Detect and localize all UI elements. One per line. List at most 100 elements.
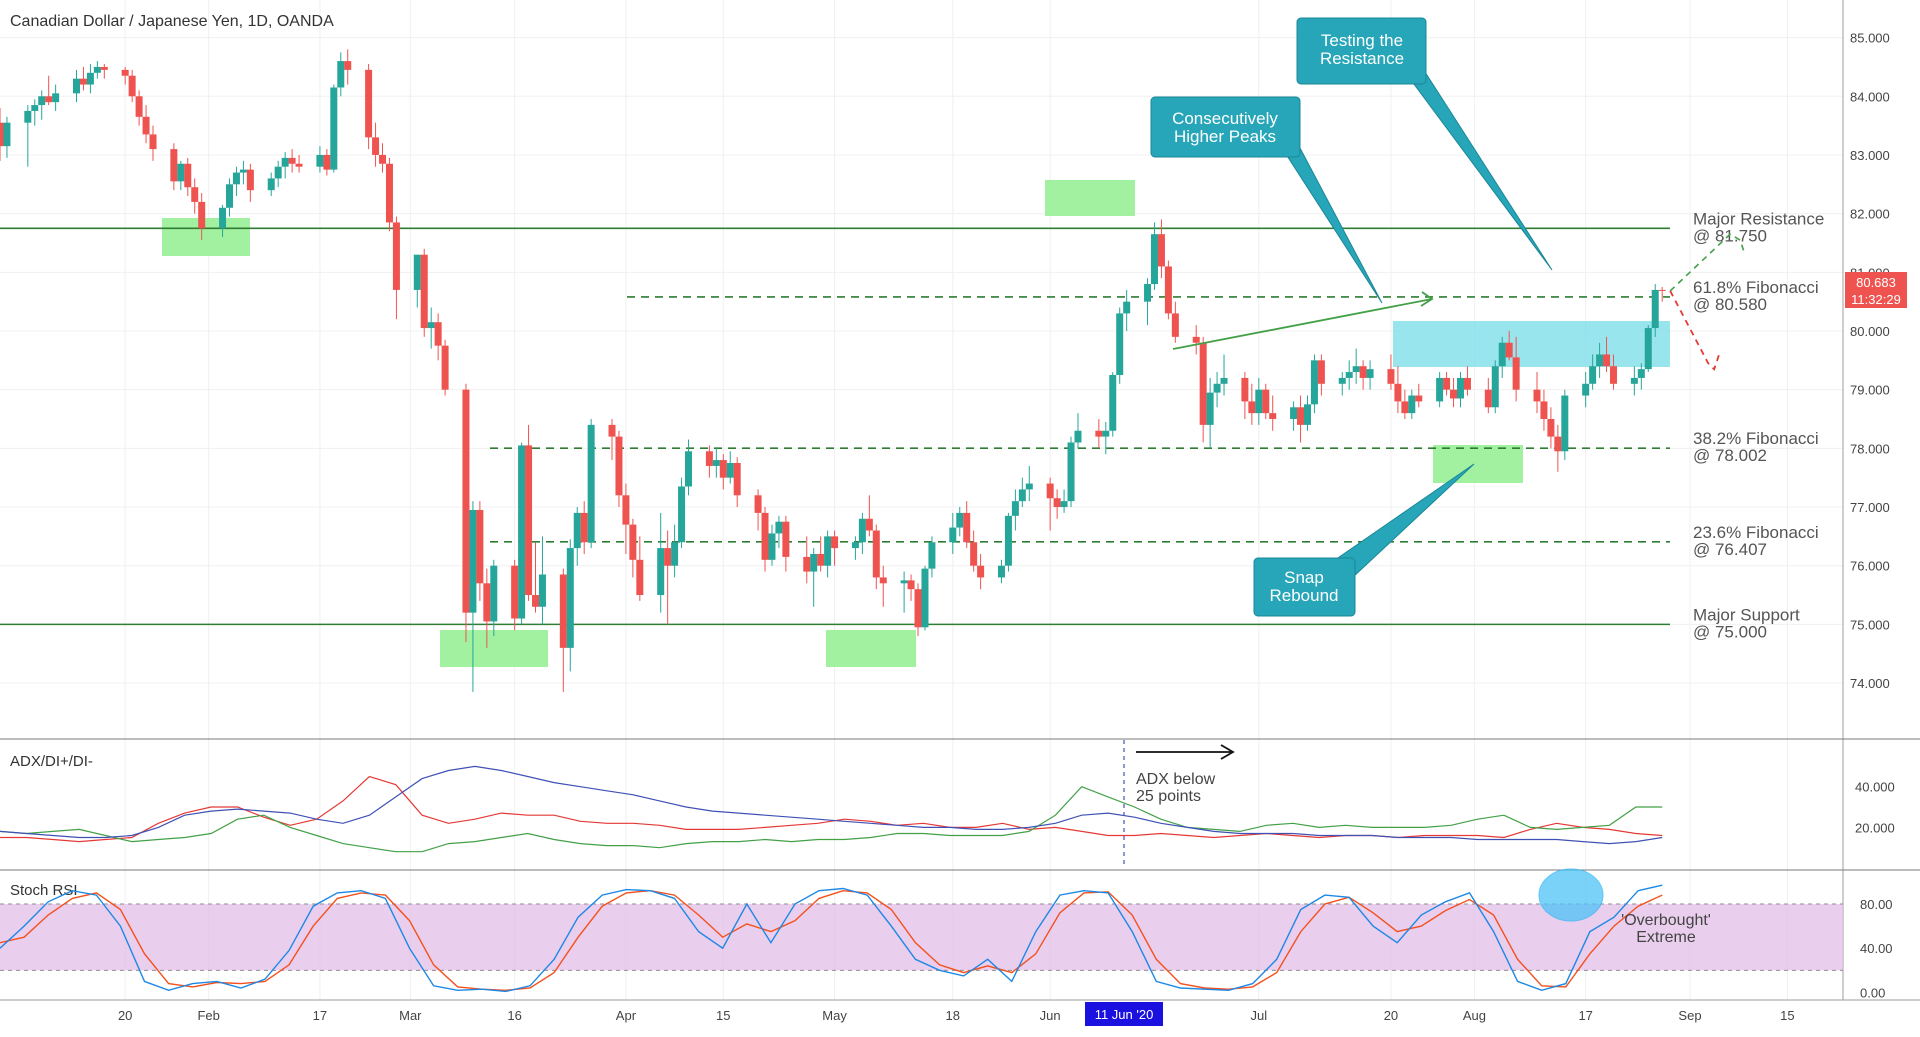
time-tick-label: Jul bbox=[1250, 1008, 1267, 1023]
candle-body bbox=[232, 172, 240, 185]
callout-snap-box bbox=[1253, 557, 1356, 617]
time-tick-label: Jun bbox=[1040, 1008, 1061, 1023]
candle-body bbox=[1366, 369, 1374, 378]
candle-body bbox=[274, 166, 282, 179]
candle-body bbox=[149, 134, 157, 150]
candle-body bbox=[1095, 430, 1103, 437]
candle-body bbox=[490, 565, 498, 622]
candle-body bbox=[768, 533, 776, 560]
candle-body bbox=[831, 536, 839, 549]
candle-body bbox=[761, 512, 769, 560]
candle-body bbox=[476, 509, 484, 584]
candle-body bbox=[1018, 489, 1026, 502]
candle-body bbox=[1498, 342, 1506, 367]
adx-axis: 40.000 20.000 bbox=[1855, 780, 1895, 836]
candle-body bbox=[337, 61, 345, 88]
candle-body bbox=[1317, 360, 1325, 384]
stoch-tick-label: 40.00 bbox=[1860, 941, 1893, 956]
time-tick-label: 20 bbox=[1384, 1008, 1398, 1023]
candle-body bbox=[427, 322, 435, 329]
candle-body bbox=[330, 87, 338, 170]
adx-note-arrowhead bbox=[1220, 744, 1235, 760]
candle-body bbox=[1192, 336, 1200, 343]
level-label: Major Support bbox=[1693, 605, 1800, 624]
candle-body bbox=[379, 154, 387, 164]
date-highlight-badge: 11 Jun '20 bbox=[1085, 1002, 1163, 1026]
adx-tick-label: 40.000 bbox=[1855, 780, 1895, 795]
adx-note-line1: ADX below bbox=[1136, 771, 1216, 788]
candle-body bbox=[128, 75, 136, 97]
stoch-pane: Stoch RSI 'Overbought' Extreme 80.00 40.0… bbox=[0, 868, 1893, 1000]
candle-body bbox=[1338, 377, 1346, 384]
candle-body bbox=[907, 580, 915, 590]
stoch-d-line bbox=[0, 889, 1663, 992]
price-tick-label: 77.000 bbox=[1850, 500, 1890, 515]
candle-body bbox=[385, 163, 393, 223]
candle-body bbox=[914, 589, 922, 628]
candle-body bbox=[1060, 501, 1068, 508]
candle-body bbox=[93, 66, 101, 73]
candle-body bbox=[775, 521, 783, 534]
candle-body bbox=[1561, 395, 1569, 452]
candle-body bbox=[45, 96, 53, 103]
date-highlight-label: 11 Jun '20 bbox=[1095, 1007, 1154, 1022]
candle-body bbox=[462, 389, 470, 613]
level-value-label: @ 81.750 bbox=[1693, 226, 1767, 245]
time-axis[interactable]: 20 Feb 17 Mar 16 Apr 15 May 18 Jun Jul 20 Aug 17 Sep 15 bbox=[118, 1008, 1795, 1023]
candle-body bbox=[1303, 404, 1311, 425]
candle-body bbox=[392, 222, 400, 290]
candle-body bbox=[1456, 377, 1464, 399]
candle-body bbox=[532, 595, 540, 607]
time-tick-label: Mar bbox=[399, 1008, 422, 1023]
candle-body bbox=[3, 122, 11, 147]
date-highlight-bg bbox=[1085, 1002, 1163, 1026]
time-tick-label: 17 bbox=[313, 1008, 327, 1023]
candle-body bbox=[1109, 375, 1117, 431]
bear-projection bbox=[1669, 290, 1722, 371]
candle-body bbox=[1436, 377, 1444, 402]
callout-higher-peaks-line2: Higher Peaks bbox=[1174, 127, 1276, 146]
candle-body bbox=[1540, 401, 1548, 420]
candle-body bbox=[79, 78, 87, 85]
price-axis[interactable]: 85.00084.00083.00082.00081.00080.00079.0… bbox=[1850, 31, 1890, 691]
green-zone-mar bbox=[440, 630, 548, 667]
candle-body bbox=[1484, 389, 1492, 408]
candle-body bbox=[956, 512, 964, 528]
candle-body bbox=[810, 553, 818, 572]
candle-body bbox=[538, 574, 546, 607]
price-tick-label: 79.000 bbox=[1850, 383, 1890, 398]
annotations bbox=[1172, 233, 1745, 371]
candle-body bbox=[879, 577, 887, 584]
time-tick-label: 15 bbox=[716, 1008, 730, 1023]
candle-body bbox=[1651, 289, 1659, 329]
candle-body bbox=[1157, 234, 1165, 267]
price-tick-label: 76.000 bbox=[1850, 559, 1890, 574]
candle-body bbox=[580, 512, 588, 543]
adx-tick-label: 20.000 bbox=[1855, 820, 1895, 835]
time-tick-label: May bbox=[822, 1008, 847, 1023]
candle-body bbox=[295, 163, 303, 167]
candle-body bbox=[573, 512, 581, 549]
candle-body bbox=[1262, 389, 1270, 414]
candle-body bbox=[135, 96, 143, 117]
price-tick-label: 75.000 bbox=[1850, 617, 1890, 632]
candle-body bbox=[1443, 377, 1451, 390]
time-tick-label: 15 bbox=[1780, 1008, 1794, 1023]
candle-body bbox=[705, 451, 713, 466]
level-value-label: @ 78.002 bbox=[1693, 446, 1767, 465]
candle-body bbox=[525, 445, 533, 596]
candle-body bbox=[657, 548, 665, 596]
candle-body bbox=[365, 69, 373, 138]
candle-body bbox=[1450, 389, 1458, 399]
callout-testing-line2: Resistance bbox=[1320, 49, 1404, 68]
time-tick-label: Sep bbox=[1678, 1008, 1701, 1023]
candle-body bbox=[483, 583, 491, 622]
candle-body bbox=[441, 345, 449, 390]
level-label: Major Resistance bbox=[1693, 209, 1824, 228]
candle-body bbox=[872, 530, 880, 578]
candle-body bbox=[1116, 313, 1124, 375]
time-tick-label: 16 bbox=[507, 1008, 521, 1023]
stoch-tick-label: 0.00 bbox=[1860, 985, 1885, 1000]
current-price-value: 80.683 bbox=[1856, 275, 1896, 290]
adx-pane: ADX/DI+/DI- ADX below 25 points 40.000 20… bbox=[0, 740, 1895, 868]
